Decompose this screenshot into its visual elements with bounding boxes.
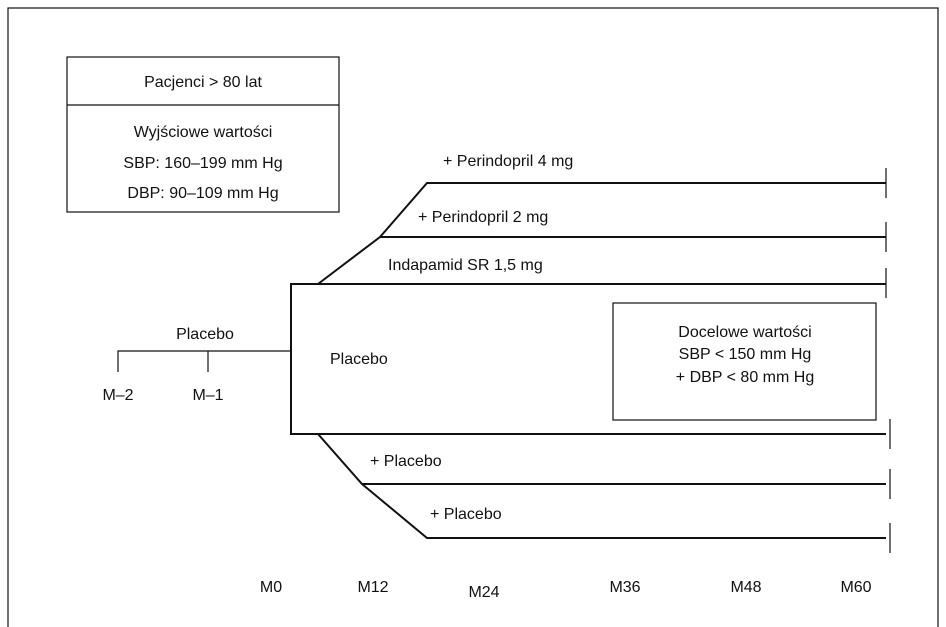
- target-box: [612, 302, 877, 421]
- end-ticks: [885, 168, 891, 553]
- target-line: + DBP < 80 mm Hg: [676, 369, 814, 386]
- time-label: M36: [609, 579, 640, 596]
- box-line: Wyjściowe wartości: [134, 124, 273, 141]
- box-line: SBP: 160–199 mm Hg: [123, 155, 282, 172]
- target-line: Docelowe wartości: [678, 324, 811, 341]
- time-label: M–1: [192, 387, 223, 404]
- arm-label: + Perindopril 2 mg: [418, 209, 548, 226]
- baseline-box: [66, 56, 340, 213]
- time-label: M24: [468, 584, 499, 601]
- arm-label: Indapamid SR 1,5 mg: [388, 257, 543, 274]
- time-label: M60: [840, 579, 871, 596]
- arm-label: + Perindopril 4 mg: [443, 153, 573, 170]
- box-title: Pacjenci > 80 lat: [144, 74, 262, 91]
- arm-label: + Placebo: [370, 453, 442, 470]
- run-in-label: Placebo: [176, 326, 234, 343]
- main-arm: [290, 283, 886, 435]
- time-label: M12: [357, 579, 388, 596]
- arm-label: + Placebo: [430, 506, 502, 523]
- placebo-arms: [317, 433, 886, 539]
- run-in-line: [117, 350, 291, 372]
- frame: [7, 7, 939, 627]
- time-label: M48: [730, 579, 761, 596]
- arm-label: Placebo: [330, 351, 388, 368]
- box-line: DBP: 90–109 mm Hg: [127, 185, 278, 202]
- target-line: SBP < 150 mm Hg: [679, 346, 812, 363]
- time-label: M–2: [102, 387, 133, 404]
- active-arms: [317, 182, 886, 285]
- time-label: M0: [260, 579, 282, 596]
